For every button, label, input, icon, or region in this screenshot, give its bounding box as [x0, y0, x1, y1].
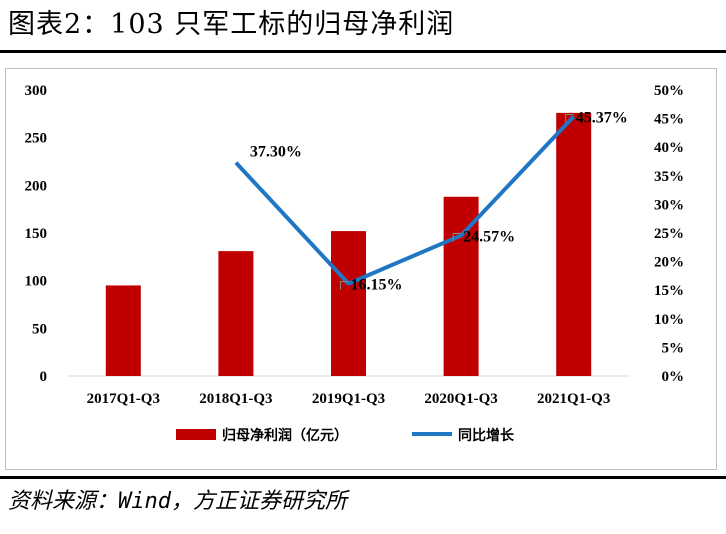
category-label: 2018Q1-Q3	[199, 391, 272, 407]
legend-bar-label: 归母净利润（亿元）	[222, 427, 348, 444]
category-label: 2017Q1-Q3	[87, 391, 160, 407]
label-leader-mark	[565, 113, 574, 123]
left-axis: 0 50 100 150 200 250 300	[25, 83, 48, 385]
right-tick-label: 0%	[662, 369, 685, 385]
right-tick-label: 15%	[654, 283, 684, 299]
category-label: 2021Q1-Q3	[537, 391, 610, 407]
category-labels: 2017Q1-Q3 2018Q1-Q3 2019Q1-Q3 2020Q1-Q3 2021…	[87, 391, 611, 407]
left-tick-label: 300	[25, 83, 48, 99]
right-tick-label: 40%	[654, 140, 684, 156]
right-tick-label: 20%	[654, 255, 684, 271]
growth-line	[234, 115, 576, 286]
bar-series	[105, 112, 592, 376]
left-tick-label: 200	[25, 178, 48, 194]
right-axis: 0% 5% 10% 15% 20% 25% 30% 35% 40% 45% 50%	[654, 83, 684, 385]
category-label: 2020Q1-Q3	[424, 391, 497, 407]
bottom-divider	[0, 476, 726, 479]
left-tick-label: 50	[32, 321, 47, 337]
bar	[218, 251, 254, 376]
chart-frame	[5, 68, 717, 470]
growth-data-label: 37.30%	[250, 144, 302, 161]
left-tick-label: 0	[40, 369, 48, 385]
growth-data-label: 24.57%	[463, 228, 515, 245]
right-tick-label: 10%	[654, 312, 684, 328]
left-tick-label: 250	[25, 131, 48, 147]
left-tick-label: 100	[25, 274, 48, 290]
right-tick-label: 35%	[654, 169, 684, 185]
top-divider	[0, 50, 726, 53]
label-leader-mark	[340, 281, 349, 290]
growth-data-label: 45.37%	[576, 109, 628, 126]
figure-title: 图表2：103 只军工标的归母净利润	[8, 9, 455, 40]
left-tick-label: 150	[25, 226, 48, 242]
legend: 归母净利润（亿元） 同比增长	[176, 427, 515, 444]
legend-bar-swatch	[176, 429, 216, 440]
growth-data-label: 16.15%	[351, 277, 403, 294]
right-tick-label: 25%	[654, 226, 684, 242]
source-note: 资料来源：Wind，方正证券研究所	[8, 489, 347, 514]
right-tick-label: 5%	[662, 340, 685, 356]
right-tick-label: 30%	[654, 197, 684, 213]
legend-line-label: 同比增长	[458, 427, 515, 444]
bar	[331, 231, 366, 376]
label-leader-mark	[452, 232, 462, 242]
bar	[556, 112, 592, 376]
bar	[443, 196, 479, 376]
right-tick-label: 45%	[654, 112, 684, 128]
bar	[105, 285, 141, 376]
right-tick-label: 50%	[654, 83, 684, 99]
line-data-labels: 37.30% 16.15% 24.57% 45.37%	[250, 109, 628, 293]
category-label: 2019Q1-Q3	[312, 391, 385, 407]
